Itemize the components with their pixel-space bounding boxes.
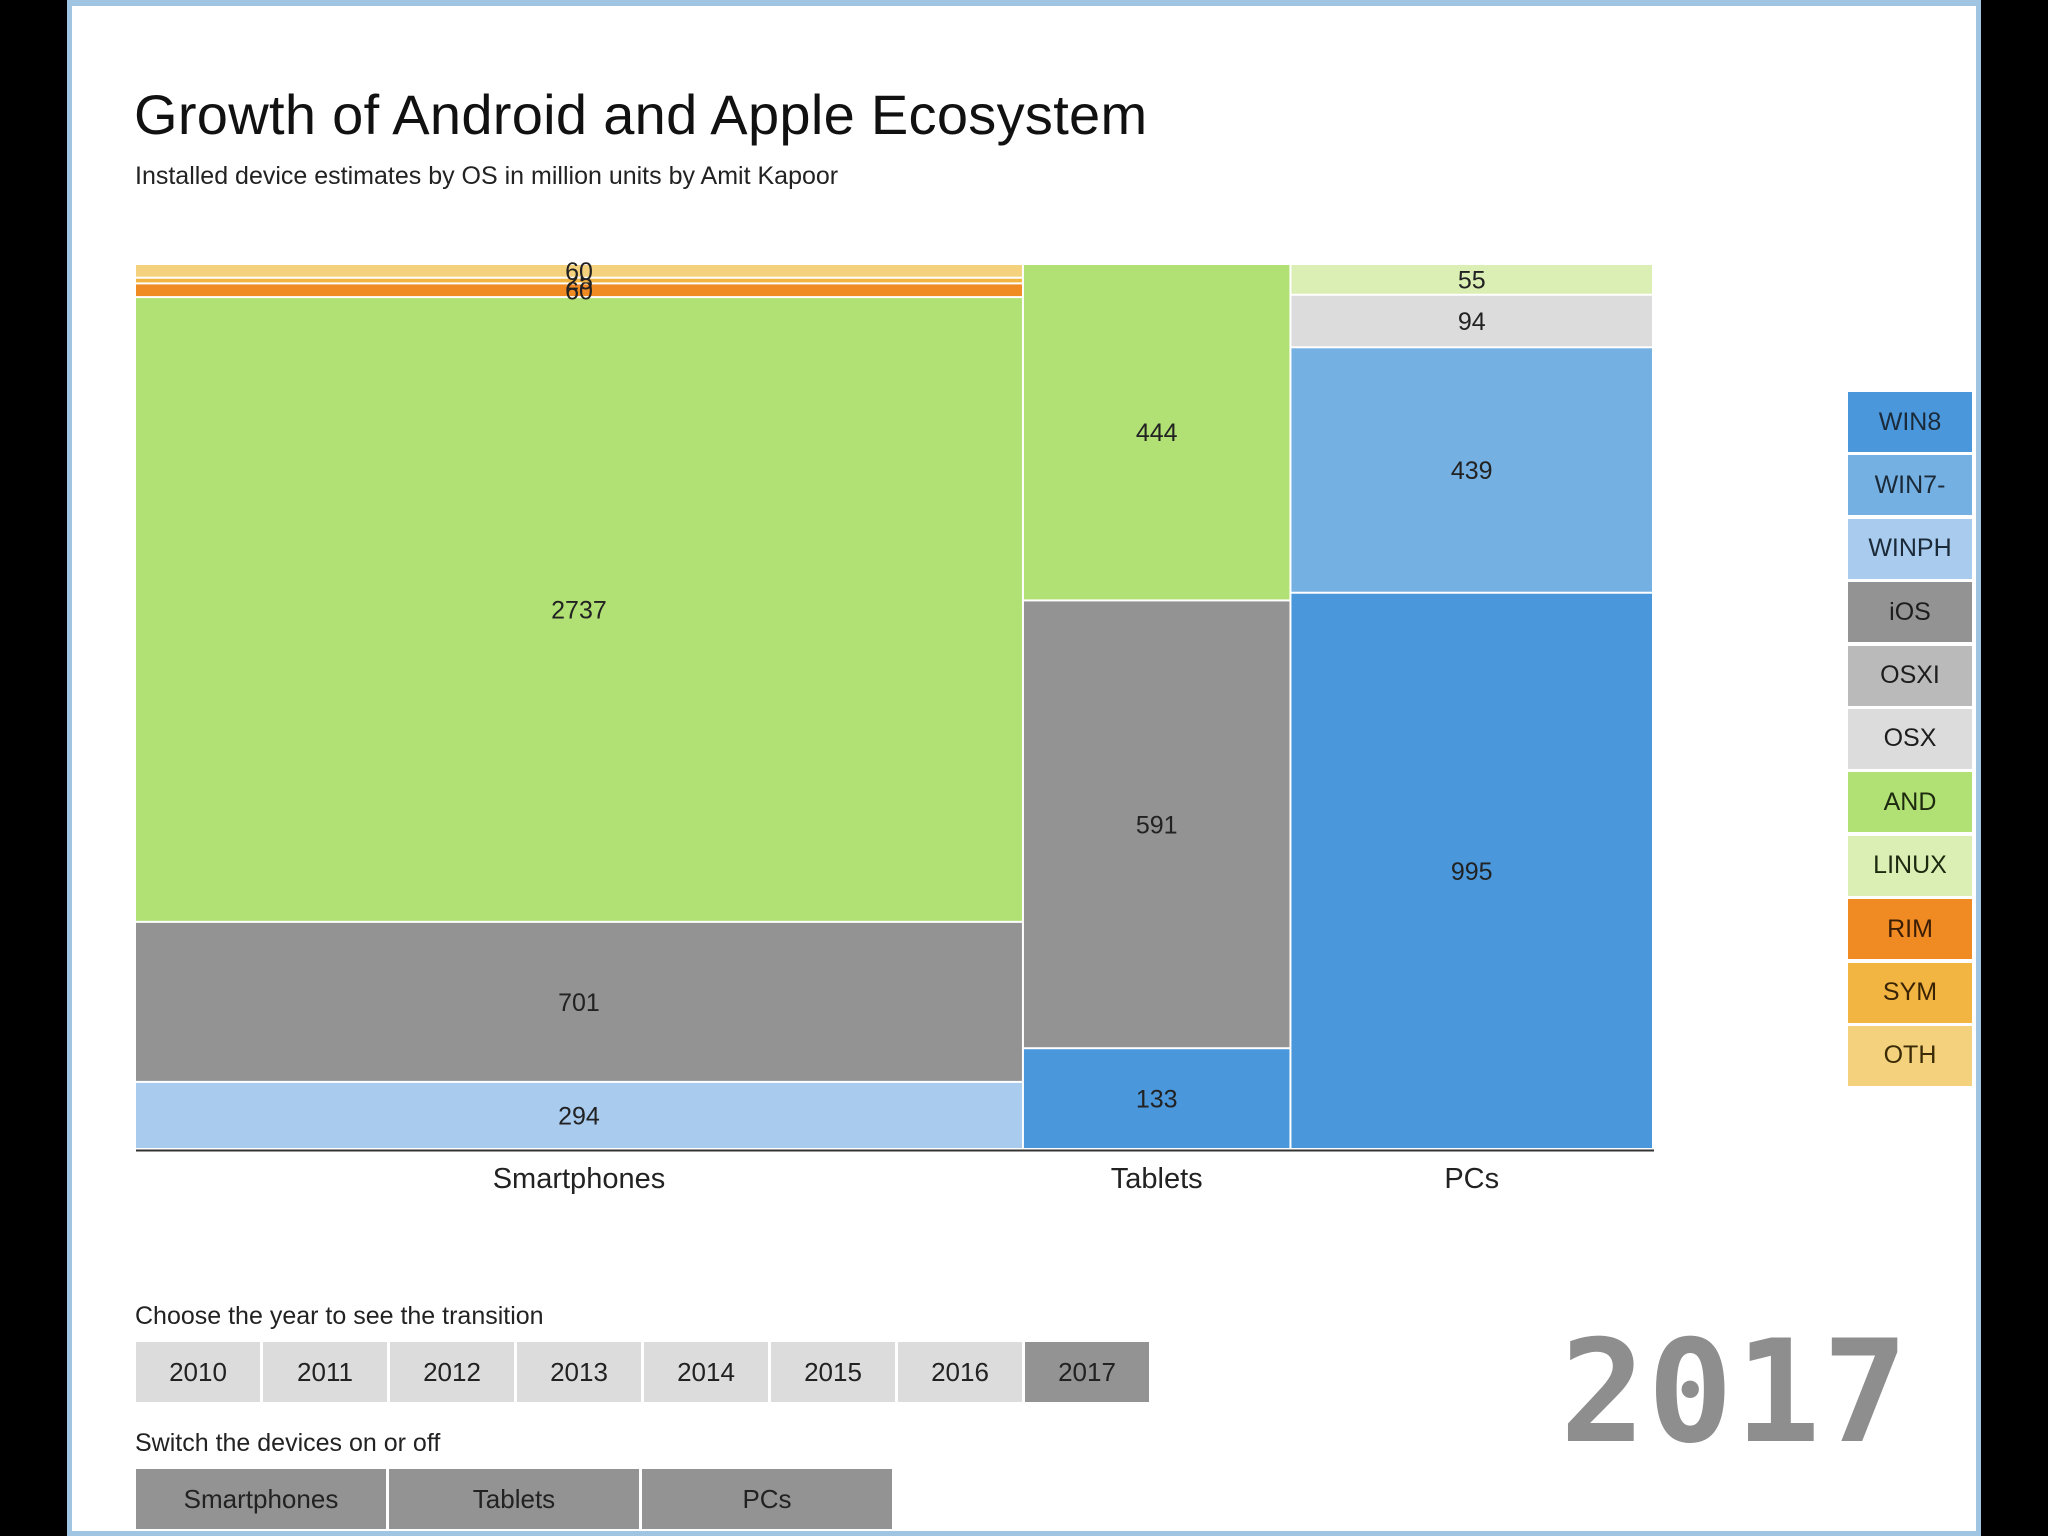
mosaic-cell-smartphones-oth[interactable] bbox=[136, 265, 1022, 277]
device-toggle-tablets[interactable]: Tablets bbox=[389, 1469, 639, 1529]
year-button-2015[interactable]: 2015 bbox=[771, 1342, 895, 1402]
mosaic-value-label: 294 bbox=[558, 1102, 600, 1130]
device-toggles: Smartphones Tablets PCs bbox=[136, 1469, 895, 1529]
year-button-2012[interactable]: 2012 bbox=[390, 1342, 514, 1402]
mosaic-cell-smartphones-winph[interactable] bbox=[136, 1082, 1022, 1148]
mosaic-cell-smartphones-sym[interactable] bbox=[136, 278, 1022, 283]
year-button-2013[interactable]: 2013 bbox=[517, 1342, 641, 1402]
mosaic-cell-pcs-win8[interactable] bbox=[1291, 593, 1652, 1148]
mosaic-cell-tablets-ios[interactable] bbox=[1023, 601, 1290, 1048]
legend-item-and[interactable]: AND bbox=[1848, 772, 1972, 833]
year-button-2011[interactable]: 2011 bbox=[263, 1342, 387, 1402]
legend-item-sym[interactable]: SYM bbox=[1848, 962, 1972, 1023]
device-prompt: Switch the devices on or off bbox=[135, 1429, 441, 1457]
year-button-2016[interactable]: 2016 bbox=[898, 1342, 1022, 1402]
legend-item-linux[interactable]: LINUX bbox=[1848, 835, 1972, 896]
mosaic-cell-pcs-osx[interactable] bbox=[1291, 295, 1652, 347]
x-axis-label-pcs: PCs bbox=[1444, 1163, 1499, 1195]
mosaic-cell-smartphones-ios[interactable] bbox=[136, 922, 1022, 1081]
mosaic-cell-tablets-win8[interactable] bbox=[1023, 1049, 1290, 1148]
mosaic-value-label: 444 bbox=[1136, 419, 1178, 447]
legend-item-rim[interactable]: RIM bbox=[1848, 899, 1972, 960]
legend-item-win8[interactable]: WIN8 bbox=[1848, 392, 1972, 452]
device-toggle-pcs[interactable]: PCs bbox=[642, 1469, 892, 1529]
x-axis-label-tablets: Tablets bbox=[1111, 1163, 1203, 1195]
mosaic-chart: 2947012737602560Smartphones133591444Tabl… bbox=[136, 258, 1654, 1195]
mosaic-value-label: 701 bbox=[558, 989, 600, 1017]
device-toggle-smartphones[interactable]: Smartphones bbox=[136, 1469, 386, 1529]
legend-item-ios[interactable]: iOS bbox=[1848, 582, 1972, 643]
legend: WIN8 WIN7- WINPH iOS OSXI OSX AND LINUX RIM SYM OT… bbox=[1848, 392, 1972, 1089]
mosaic-cell-pcs-linux[interactable] bbox=[1291, 265, 1652, 294]
legend-item-win7[interactable]: WIN7- bbox=[1848, 455, 1972, 516]
legend-item-osx[interactable]: OSX bbox=[1848, 708, 1972, 769]
mosaic-value-label: 591 bbox=[1136, 811, 1178, 839]
year-prompt: Choose the year to see the transition bbox=[135, 1302, 544, 1330]
chart-subtitle: Installed device estimates by OS in mill… bbox=[135, 162, 839, 190]
mosaic-value-label: 94 bbox=[1458, 308, 1486, 336]
mosaic-cell-smartphones-and[interactable] bbox=[136, 298, 1022, 921]
mosaic-value-label: 2737 bbox=[551, 596, 607, 624]
year-button-2017[interactable]: 2017 bbox=[1025, 1342, 1149, 1402]
x-axis-label-smartphones: Smartphones bbox=[493, 1163, 666, 1195]
year-selector: 2010 2011 2012 2013 2014 2015 2016 2017 bbox=[136, 1342, 1152, 1402]
mosaic-value-label: 439 bbox=[1451, 457, 1493, 485]
current-year-display: 2017 bbox=[1560, 1310, 1910, 1475]
legend-item-winph[interactable]: WINPH bbox=[1848, 518, 1972, 579]
year-button-2014[interactable]: 2014 bbox=[644, 1342, 768, 1402]
mosaic-value-label: 133 bbox=[1136, 1086, 1178, 1114]
legend-item-oth[interactable]: OTH bbox=[1848, 1025, 1972, 1086]
mosaic-value-label: 60 bbox=[565, 258, 593, 286]
mosaic-value-label: 55 bbox=[1458, 266, 1486, 294]
legend-item-osxi[interactable]: OSXI bbox=[1848, 645, 1972, 706]
mosaic-cell-pcs-win7-[interactable] bbox=[1291, 348, 1652, 592]
mosaic-value-label: 995 bbox=[1451, 858, 1493, 886]
chart-title: Growth of Android and Apple Ecosystem bbox=[134, 83, 1148, 146]
mosaic-cell-tablets-and[interactable] bbox=[1023, 265, 1290, 600]
year-button-2010[interactable]: 2010 bbox=[136, 1342, 260, 1402]
mosaic-cell-smartphones-rim[interactable] bbox=[136, 284, 1022, 297]
